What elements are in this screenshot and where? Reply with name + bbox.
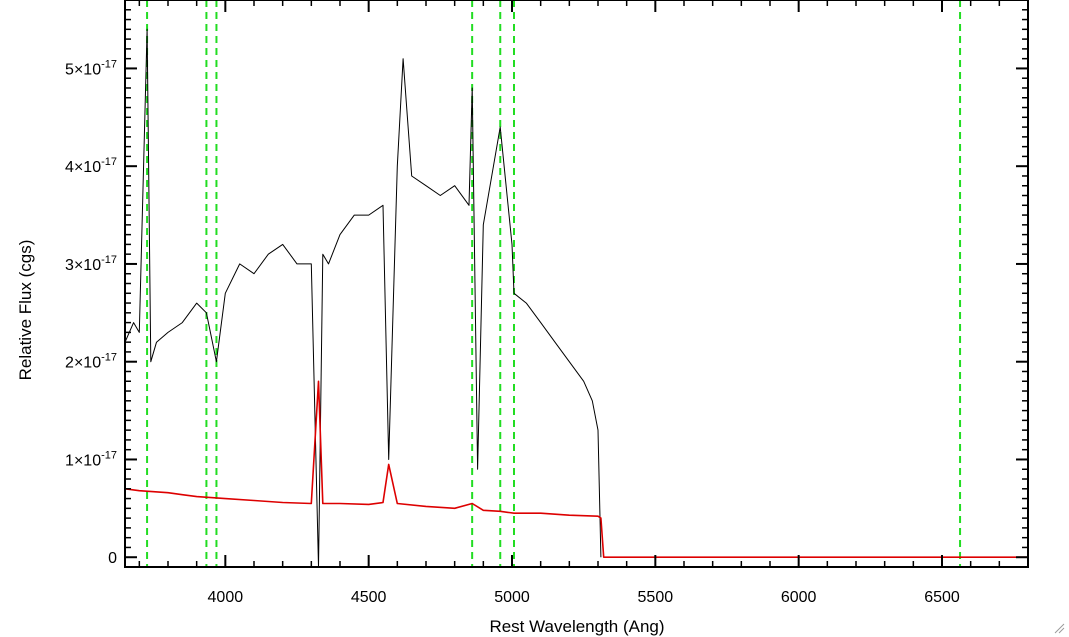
reference-lines [146, 0, 962, 567]
plot-frame [124, 0, 1029, 568]
x-tick-label: 4500 [351, 589, 387, 606]
x-tick-label: 6500 [924, 589, 960, 606]
y-tick-label: 4×10-17 [65, 156, 117, 176]
series-line-0 [124, 28, 602, 568]
series-layer [124, 28, 1028, 568]
series-line-1 [124, 380, 1028, 558]
y-tick-label: 5×10-17 [65, 58, 117, 78]
y-axis-title: Relative Flux (cgs) [16, 240, 35, 381]
y-tick-label: 0 [108, 550, 117, 567]
resize-grip-icon[interactable] [1053, 622, 1065, 634]
x-tick-label: 4000 [208, 589, 244, 606]
y-tick-label: 1×10-17 [65, 449, 117, 469]
x-tick-label: 5000 [494, 589, 530, 606]
x-axis-title: Rest Wavelength (Ang) [489, 617, 664, 636]
x-tick-label: 5500 [638, 589, 674, 606]
axes: 4000 4500 5000 5500 6000 6500 0 1×10-17 2×10-17 3… [65, 0, 1029, 606]
x-tick-label: 6000 [781, 589, 817, 606]
y-tick-label: 2×10-17 [65, 352, 117, 372]
y-tick-label: 3×10-17 [65, 254, 117, 274]
